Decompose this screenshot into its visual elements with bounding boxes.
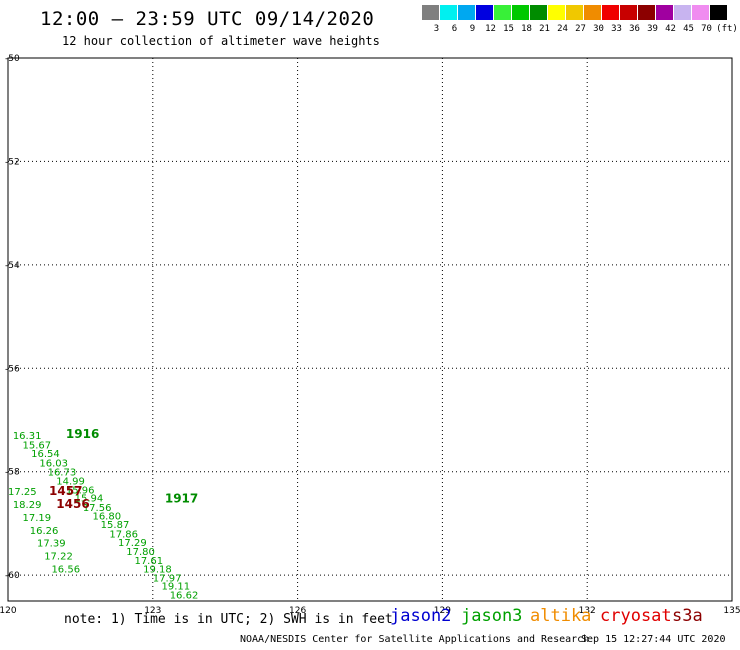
legend-label: 21 [539, 24, 550, 34]
legend-label: 33 [611, 24, 622, 34]
legend-swatch [440, 5, 457, 20]
legend-label: 6 [451, 24, 458, 34]
swh-value: 19.18 [143, 565, 172, 576]
swh-value: 17.22 [44, 552, 73, 563]
swh-value: 19.11 [161, 582, 190, 593]
page-subtitle: 12 hour collection of altimeter wave hei… [62, 34, 380, 48]
swh-value: 17.25 [8, 487, 37, 498]
legend-swatch [422, 5, 439, 20]
pass-time-label: 1916 [66, 427, 99, 441]
swh-value: 17.80 [126, 547, 155, 558]
legend-swatch [458, 5, 475, 20]
swh-value: 17.19 [22, 513, 51, 524]
swh-value: 17.39 [37, 539, 66, 550]
legend-label: 27 [575, 24, 586, 34]
legend-swatch [584, 5, 601, 20]
legend-swatch [602, 5, 619, 20]
swh-value: 16.56 [51, 565, 80, 576]
legend-swatch [476, 5, 493, 20]
pass-time-label: 1456 [56, 497, 89, 511]
lat-tick-label: -50 [5, 54, 20, 64]
legend-swatch [512, 5, 529, 20]
legend-label: 45 [683, 24, 694, 34]
swh-value: 17.56 [83, 503, 112, 514]
lon-tick-label: 132 [579, 606, 596, 616]
lon-tick-label: 135 [723, 606, 740, 616]
legend-label: 36 [629, 24, 640, 34]
swh-value: 17.29 [118, 538, 147, 549]
legend-label: 9 [469, 24, 476, 34]
legend-swatch [620, 5, 637, 20]
lat-tick-label: -56 [5, 364, 20, 374]
swh-value: 16.31 [13, 431, 42, 442]
legend-label: 30 [593, 24, 604, 34]
lon-tick-label: 126 [289, 606, 306, 616]
legend-unit: (ft) [716, 24, 738, 34]
legend-swatch [674, 5, 691, 20]
swh-value: 16.62 [170, 590, 199, 601]
swh-value: 16.26 [30, 526, 59, 537]
legend-swatch [530, 5, 547, 20]
legend-swatch [710, 5, 727, 20]
legend-label: 70 [701, 24, 712, 34]
satellite-cryosat: cryosat [600, 606, 672, 626]
swh-value: 16.03 [39, 459, 68, 470]
legend-swatch [638, 5, 655, 20]
legend-label: 42 [665, 24, 676, 34]
lat-tick-label: -54 [5, 261, 20, 271]
satellite-jason2: jason2 [390, 606, 452, 626]
legend-label: 12 [485, 24, 496, 34]
legend-label: 18 [521, 24, 532, 34]
swh-value: 15.94 [75, 494, 104, 505]
map-frame [7, 57, 733, 602]
legend-label: 15 [503, 24, 514, 34]
lon-tick-label: 129 [434, 606, 451, 616]
swh-value: 14.99 [56, 477, 85, 488]
timestamp-text: Sep 15 12:27:44 UTC 2020 [581, 634, 726, 645]
legend-label: 24 [557, 24, 568, 34]
swh-value: 17.97 [153, 573, 182, 584]
legend-swatch [566, 5, 583, 20]
legend-swatch [692, 5, 709, 20]
credit-text: NOAA/NESDIS Center for Satellite Applica… [240, 634, 590, 645]
swh-value: 16.54 [31, 449, 60, 460]
lat-tick-label: -60 [5, 571, 20, 581]
swh-value: 18.29 [13, 500, 42, 511]
legend-label: 3 [433, 24, 440, 34]
swh-value: 15.67 [22, 440, 51, 451]
satellite-altika: altika [530, 606, 592, 626]
swh-value: 17.86 [109, 529, 138, 540]
swh-value: 15.87 [101, 520, 130, 531]
lat-tick-label: -58 [5, 468, 20, 478]
note-text: note: 1) Time is in UTC; 2) SWH is in fe… [64, 612, 393, 627]
satellite-s3a: s3a [672, 606, 703, 626]
swh-value: 16.80 [92, 511, 121, 522]
pass-time-label: 1917 [165, 492, 198, 506]
swh-value: 15.96 [66, 485, 95, 496]
page-title: 12:00 — 23:59 UTC 09/14/2020 [40, 8, 375, 30]
legend-label: 39 [647, 24, 658, 34]
legend-swatch [494, 5, 511, 20]
lon-tick-label: 120 [0, 606, 17, 616]
swh-value: 16.73 [48, 467, 77, 478]
lat-tick-label: -52 [5, 157, 20, 167]
satellite-jason3: jason3 [461, 606, 523, 626]
lon-tick-label: 123 [144, 606, 161, 616]
pass-time-label: 1457 [49, 484, 82, 498]
legend-swatch [548, 5, 565, 20]
swh-value: 17.61 [134, 556, 163, 567]
legend-swatch [656, 5, 673, 20]
